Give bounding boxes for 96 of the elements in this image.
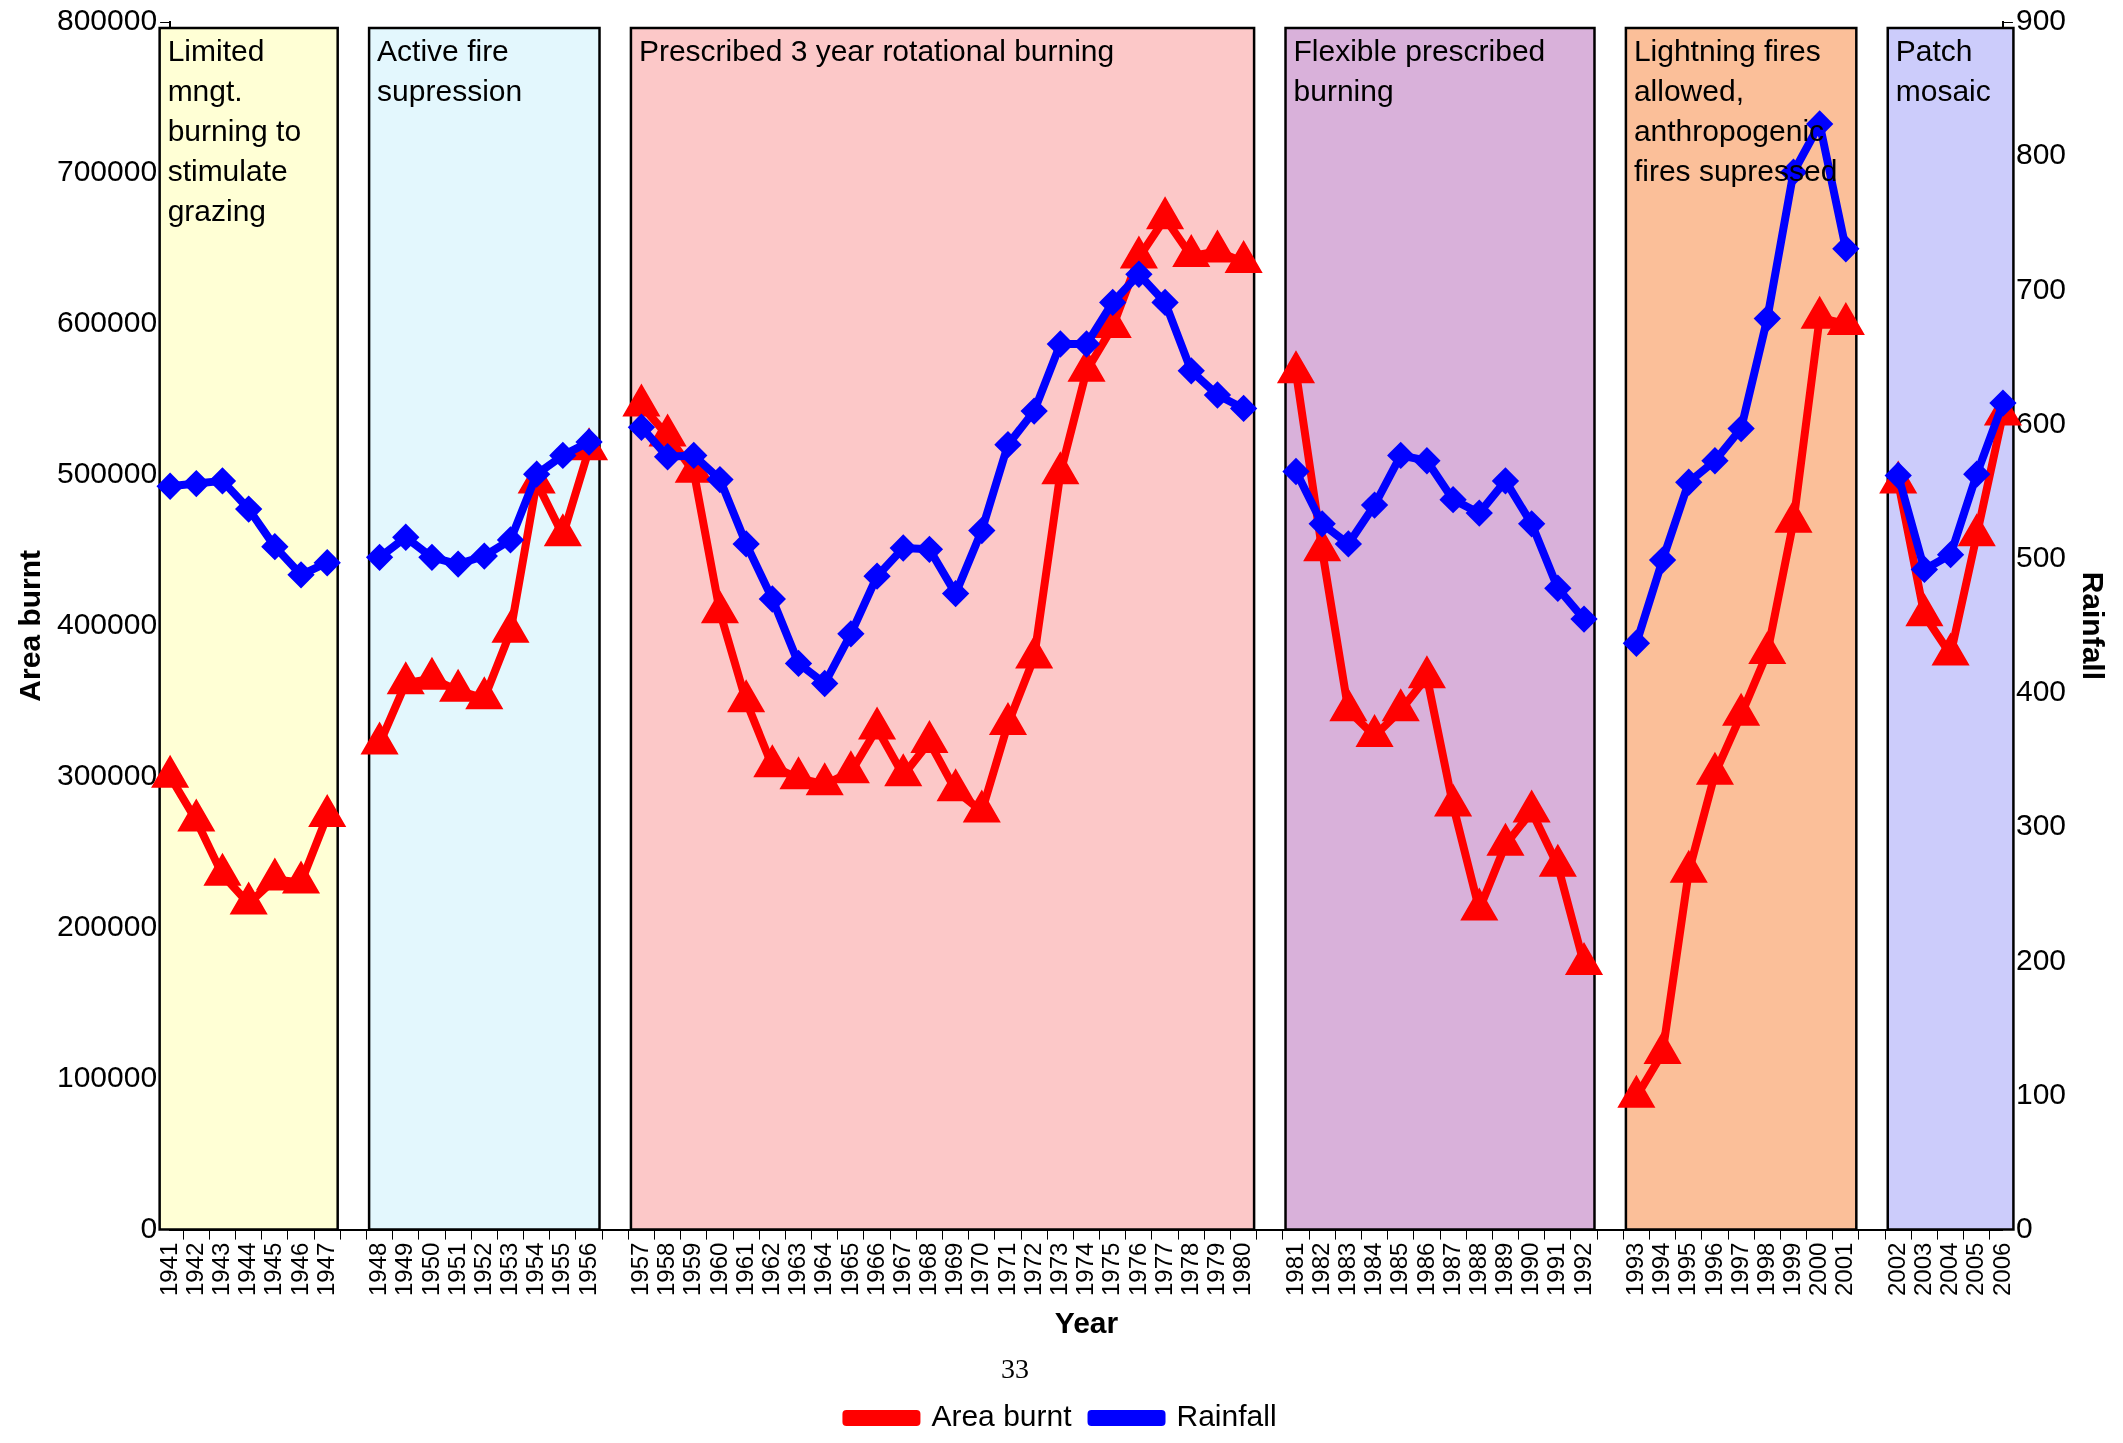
x-tick-label: 2003 <box>1909 1242 1937 1296</box>
y2-tick-label: 800 <box>2015 137 2067 171</box>
x-tick-label: 1991 <box>1542 1242 1570 1296</box>
x-tick-label: 1956 <box>573 1242 601 1296</box>
x-tick-label: 1982 <box>1306 1242 1334 1296</box>
x-tick-label: 1964 <box>809 1242 837 1296</box>
y2-tick-label: 100 <box>2015 1076 2067 1110</box>
x-tick-label: 1983 <box>1332 1242 1360 1296</box>
y-tick-label: 500000 <box>57 456 158 490</box>
y-tick-label: 800000 <box>57 3 158 37</box>
band-label: Prescribed 3 year rotational burning <box>638 34 1115 68</box>
x-tick-label: 1998 <box>1751 1242 1779 1296</box>
y-axis-title: Area burnt <box>13 549 47 702</box>
x-tick-label: 1984 <box>1359 1242 1387 1296</box>
x-tick-label: 1965 <box>835 1242 863 1296</box>
y2-tick-label: 900 <box>2015 3 2067 37</box>
x-tick-label: 1997 <box>1725 1242 1753 1296</box>
y-tick-label: 700000 <box>57 154 158 188</box>
x-tick-label: 1973 <box>1044 1242 1072 1296</box>
y-tick-label: 0 <box>140 1210 158 1244</box>
y-tick-label: 600000 <box>57 305 158 339</box>
x-tick-label: 1976 <box>1123 1242 1151 1296</box>
y-tick-label: 200000 <box>57 908 158 942</box>
band-label: Active fire supression <box>377 34 523 108</box>
x-tick-label: 1969 <box>940 1242 968 1296</box>
y2-tick-label: 300 <box>2015 808 2067 842</box>
x-tick-label: 1989 <box>1490 1242 1518 1296</box>
x-tick-label: 1970 <box>966 1242 994 1296</box>
x-tick-label: 1988 <box>1463 1242 1491 1296</box>
x-tick-label: 2004 <box>1935 1242 1963 1296</box>
x-tick-label: 1960 <box>704 1242 732 1296</box>
x-tick-label: 1958 <box>652 1242 680 1296</box>
x-tick-label: 1948 <box>364 1242 392 1296</box>
x-tick-label: 1966 <box>861 1242 889 1296</box>
x-tick-label: 1941 <box>154 1242 182 1296</box>
x-tick-label: 1993 <box>1621 1242 1648 1296</box>
x-tick-label: 1985 <box>1385 1242 1413 1296</box>
x-tick-label: 1944 <box>233 1242 261 1296</box>
y-tick-label: 300000 <box>57 758 158 792</box>
x-tick-label: 1996 <box>1699 1242 1727 1296</box>
band-label: Flexible prescribed burning <box>1293 34 1546 108</box>
x-tick-label: 1945 <box>259 1242 287 1296</box>
x-tick-label: 1995 <box>1673 1242 1701 1296</box>
x-tick-label: 1967 <box>887 1242 915 1296</box>
x-tick-label: 1968 <box>914 1242 942 1296</box>
x-tick-label: 1957 <box>626 1242 654 1296</box>
x-tick-label: 1961 <box>730 1242 758 1296</box>
x-tick-label: 1942 <box>180 1242 208 1296</box>
x-tick-label: 1954 <box>521 1242 549 1296</box>
x-tick-label: 1992 <box>1568 1242 1596 1296</box>
x-tick-label: 1959 <box>678 1242 706 1296</box>
x-tick-label: 1952 <box>468 1242 496 1296</box>
x-tick-label: 1971 <box>992 1242 1020 1296</box>
y2-tick-label: 0 <box>2015 1210 2033 1244</box>
x-tick-label: 2006 <box>1987 1242 2015 1296</box>
x-tick-label: 1946 <box>285 1242 313 1296</box>
y2-tick-label: 700 <box>2015 271 2067 305</box>
x-tick-label: 1943 <box>207 1242 235 1296</box>
x-tick-label: 1990 <box>1516 1242 1544 1296</box>
y2-axis-title: Rainfall <box>2076 571 2110 680</box>
x-tick-label: 1978 <box>1175 1242 1203 1296</box>
x-tick-label: 2005 <box>1961 1242 1989 1296</box>
legend-label: Area burnt <box>931 1399 1073 1433</box>
y-tick-label: 400000 <box>57 607 158 641</box>
x-tick-label: 1999 <box>1778 1242 1806 1296</box>
text: 33 <box>1001 1353 1029 1385</box>
x-tick-label: 2000 <box>1804 1242 1832 1296</box>
band-label: Patch mosaic <box>1895 34 1991 108</box>
y2-tick-label: 200 <box>2015 942 2067 976</box>
x-tick-label: 2001 <box>1830 1242 1858 1296</box>
y2-tick-label: 600 <box>2015 405 2067 439</box>
x-tick-label: 1955 <box>547 1242 575 1296</box>
x-tick-label: 1963 <box>783 1242 811 1296</box>
y2-tick-label: 400 <box>2015 674 2067 708</box>
x-tick-label: 1949 <box>390 1242 418 1296</box>
x-tick-label: 2002 <box>1882 1242 1910 1296</box>
y-tick-label: 100000 <box>57 1059 158 1093</box>
x-tick-label: 1974 <box>1071 1242 1099 1296</box>
band-label: Limited mngt. burning to stimulate grazing <box>167 34 302 228</box>
x-tick-label: 1953 <box>495 1242 523 1296</box>
x-tick-label: 1980 <box>1228 1242 1256 1296</box>
legend-label: Rainfall <box>1176 1399 1277 1433</box>
x-tick-label: 1979 <box>1202 1242 1230 1296</box>
x-tick-label: 1977 <box>1149 1242 1177 1296</box>
x-tick-label: 1950 <box>416 1242 444 1296</box>
x-tick-label: 1951 <box>442 1242 470 1296</box>
x-tick-label: 1972 <box>1018 1242 1046 1296</box>
x-tick-label: 1986 <box>1411 1242 1439 1296</box>
x-axis-title: Year <box>1054 1306 1119 1340</box>
x-tick-label: 1975 <box>1097 1242 1125 1296</box>
x-tick-label: 1947 <box>311 1242 339 1296</box>
y2-tick-label: 500 <box>2015 539 2067 573</box>
x-tick-label: 1987 <box>1437 1242 1465 1296</box>
x-tick-label: 1994 <box>1647 1242 1675 1296</box>
x-tick-label: 1981 <box>1280 1242 1308 1296</box>
x-tick-label: 1962 <box>756 1242 784 1296</box>
